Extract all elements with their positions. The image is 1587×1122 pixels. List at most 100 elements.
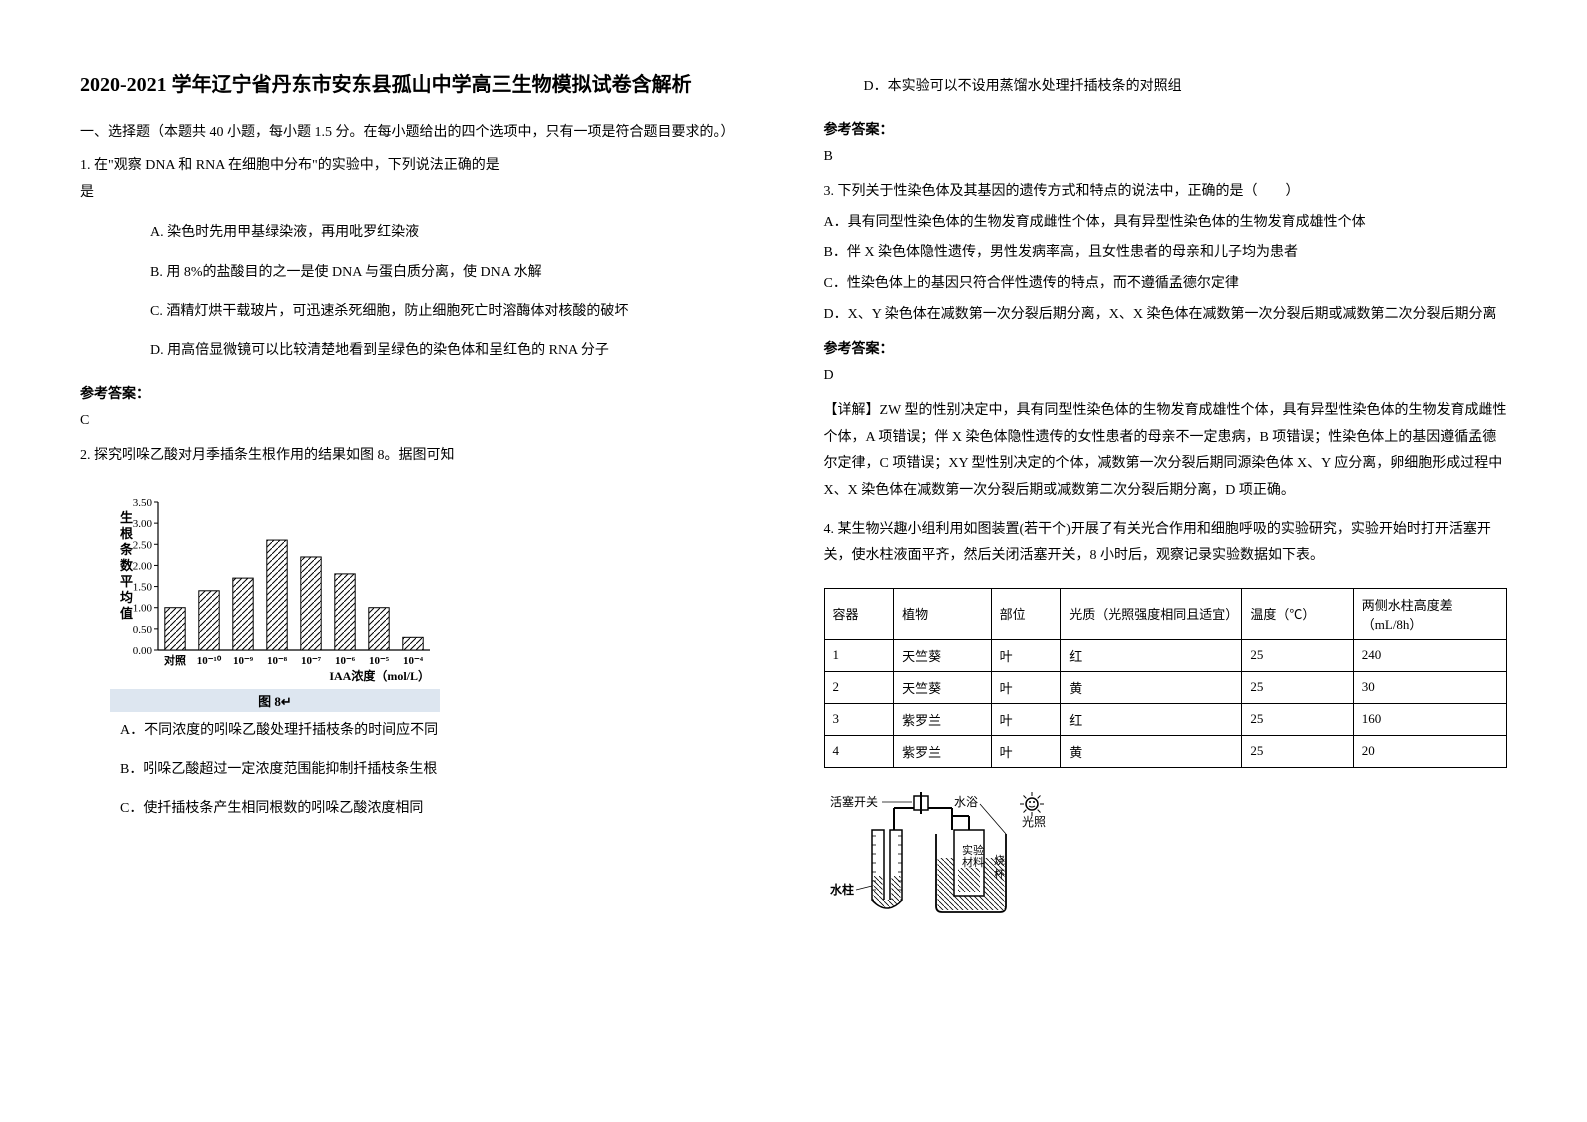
table-header-cell: 部位 — [991, 588, 1061, 639]
svg-text:3.50: 3.50 — [133, 497, 153, 509]
q1-stem-text: 1. 在"观察 DNA 和 RNA 在细胞中分布"的实验中，下列说法正确的是 — [80, 158, 500, 173]
svg-text:烧: 烧 — [994, 854, 1005, 867]
svg-text:2.00: 2.00 — [133, 560, 153, 572]
q2-option-a: A．不同浓度的吲哚乙酸处理扦插枝条的时间应不同 — [120, 718, 764, 743]
q3-explanation: 【详解】ZW 型的性别决定中，具有同型性染色体的生物发育成雄性个体，具有异型性染… — [824, 398, 1508, 504]
table-header-cell: 温度（℃） — [1242, 588, 1353, 639]
q2-chart-caption: 图 8↵ — [110, 689, 440, 712]
q3-option-b: B．伴 X 染色体隐性遗传，男性发病率高，且女性患者的母亲和儿子均为患者 — [824, 240, 1508, 267]
svg-text:条: 条 — [120, 542, 134, 557]
svg-text:0.50: 0.50 — [133, 624, 153, 636]
table-cell: 红 — [1061, 639, 1242, 671]
q4-stem: 4. 某生物兴趣小组利用如图装置(若干个)开展了有关光合作用和细胞呼吸的实验研究… — [824, 517, 1508, 570]
table-row: 1天竺葵叶红25240 — [824, 639, 1507, 671]
q3-option-d: D．X、Y 染色体在减数第一次分裂后期分离，X、X 染色体在减数第一次分裂后期或… — [824, 302, 1508, 329]
q4-diagram: 活塞开关 水浴光照实验材料烧杯水柱 — [824, 786, 1054, 931]
svg-text:材料: 材料 — [962, 855, 984, 869]
svg-text:10⁻⁸: 10⁻⁸ — [267, 655, 288, 667]
q1-option-c: C. 酒精灯烘干载玻片，可迅速杀死细胞，防止细胞死亡时溶酶体对核酸的破坏 — [150, 299, 764, 324]
svg-text:值: 值 — [120, 606, 133, 621]
q2-option-c: C．使扦插枝条产生相同根数的吲哚乙酸浓度相同 — [120, 796, 764, 821]
section-1-heading: 一、选择题（本题共 40 小题，每小题 1.5 分。在每小题给出的四个选项中，只… — [80, 120, 764, 145]
table-cell: 25 — [1242, 703, 1353, 735]
q2-stem: 2. 探究吲哚乙酸对月季插条生根作用的结果如图 8。据图可知 — [80, 443, 764, 470]
left-column: 2020-2021 学年辽宁省丹东市安东县孤山中学高三生物模拟试卷含解析 一、选… — [80, 70, 764, 1052]
table-cell: 叶 — [991, 671, 1061, 703]
svg-text:10⁻⁷: 10⁻⁷ — [301, 655, 322, 667]
svg-text:根: 根 — [120, 526, 134, 541]
table-row: 3紫罗兰叶红25160 — [824, 703, 1507, 735]
table-cell: 25 — [1242, 671, 1353, 703]
table-cell: 4 — [824, 735, 894, 767]
svg-text:10⁻¹⁰: 10⁻¹⁰ — [197, 655, 222, 667]
q3-option-c: C．性染色体上的基因只符合伴性遗传的特点，而不遵循孟德尔定律 — [824, 271, 1508, 298]
svg-text:0.00: 0.00 — [133, 645, 153, 657]
q4-diagram-svg: 活塞开关 水浴光照实验材料烧杯水柱 — [824, 786, 1054, 926]
svg-text:实验: 实验 — [962, 843, 984, 857]
svg-text:3.00: 3.00 — [133, 518, 153, 530]
table-cell: 紫罗兰 — [894, 735, 992, 767]
q4-table: 容器植物部位光质（光照强度相同且适宜）温度（℃）两侧水柱高度差（mL/8h） 1… — [824, 588, 1508, 768]
exam-title: 2020-2021 学年辽宁省丹东市安东县孤山中学高三生物模拟试卷含解析 — [80, 70, 764, 100]
q3-option-a: A．具有同型性染色体的生物发育成雌性个体，具有异型性染色体的生物发育成雄性个体 — [824, 210, 1508, 237]
table-cell: 天竺葵 — [894, 639, 992, 671]
q2-chart: 0.00 0.50 1.00 1.50 2.00 2.50 3.00 3.50 对照 10⁻¹⁰ 1… — [110, 494, 440, 712]
svg-text:水浴: 水浴 — [954, 795, 978, 809]
q1-stem: 1. 在"观察 DNA 和 RNA 在细胞中分布"的实验中，下列说法正确的是 是 — [80, 153, 764, 206]
q2-option-d: D．本实验可以不设用蒸馏水处理扦插枝条的对照组 — [864, 74, 1508, 99]
table-cell: 240 — [1353, 639, 1506, 671]
q2-answer: B — [824, 149, 1508, 165]
table-header-cell: 植物 — [894, 588, 992, 639]
table-row: 4紫罗兰叶黄2520 — [824, 735, 1507, 767]
table-header-row: 容器植物部位光质（光照强度相同且适宜）温度（℃）两侧水柱高度差（mL/8h） — [824, 588, 1507, 639]
table-header-cell: 容器 — [824, 588, 894, 639]
table-cell: 红 — [1061, 703, 1242, 735]
svg-text:IAA浓度（mol/L）: IAA浓度（mol/L） — [329, 668, 430, 683]
svg-text:数: 数 — [120, 558, 134, 573]
q3-stem: 3. 下列关于性染色体及其基因的遗传方式和特点的说法中，正确的是（ ） — [824, 179, 1508, 206]
svg-text:对照: 对照 — [164, 653, 186, 667]
q2-chart-svg: 0.00 0.50 1.00 1.50 2.00 2.50 3.00 3.50 对照 10⁻¹⁰ 1… — [110, 494, 440, 684]
svg-text:光照: 光照 — [1022, 815, 1046, 829]
table-cell: 2 — [824, 671, 894, 703]
q2-answer-label: 参考答案： — [824, 119, 1508, 139]
table-row: 2天竺葵叶黄2530 — [824, 671, 1507, 703]
table-cell: 30 — [1353, 671, 1506, 703]
table-cell: 25 — [1242, 735, 1353, 767]
svg-text:1.50: 1.50 — [133, 581, 153, 593]
svg-text:1.00: 1.00 — [133, 602, 153, 614]
table-cell: 25 — [1242, 639, 1353, 671]
svg-text:10⁻⁶: 10⁻⁶ — [335, 655, 356, 667]
svg-text:2.50: 2.50 — [133, 539, 153, 551]
svg-text:水柱: 水柱 — [830, 882, 854, 897]
q1-option-b: B. 用 8%的盐酸目的之一是使 DNA 与蛋白质分离，使 DNA 水解 — [150, 260, 764, 285]
svg-text:杯: 杯 — [994, 867, 1005, 881]
q1-answer-label: 参考答案： — [80, 383, 764, 403]
svg-text:活塞开关: 活塞开关 — [830, 794, 878, 809]
q3-answer: D — [824, 368, 1508, 384]
q1-option-d: D. 用高倍显微镜可以比较清楚地看到呈绿色的染色体和呈红色的 RNA 分子 — [150, 338, 764, 363]
table-cell: 160 — [1353, 703, 1506, 735]
right-column: D．本实验可以不设用蒸馏水处理扦插枝条的对照组 参考答案： B 3. 下列关于性… — [824, 70, 1508, 1052]
table-cell: 叶 — [991, 703, 1061, 735]
table-body: 1天竺葵叶红252402天竺葵叶黄25303紫罗兰叶红251604紫罗兰叶黄25… — [824, 639, 1507, 767]
q3-answer-label: 参考答案： — [824, 338, 1508, 358]
svg-text:生: 生 — [120, 510, 133, 525]
table-cell: 叶 — [991, 639, 1061, 671]
table-cell: 黄 — [1061, 735, 1242, 767]
table-header-cell: 两侧水柱高度差（mL/8h） — [1353, 588, 1506, 639]
table-header-cell: 光质（光照强度相同且适宜） — [1061, 588, 1242, 639]
table-cell: 叶 — [991, 735, 1061, 767]
table-cell: 天竺葵 — [894, 671, 992, 703]
q2-option-b: B．吲哚乙酸超过一定浓度范围能抑制扦插枝条生根 — [120, 757, 764, 782]
q1-option-a: A. 染色时先用甲基绿染液，再用吡罗红染液 — [150, 220, 764, 245]
svg-text:10⁻⁴: 10⁻⁴ — [403, 655, 424, 667]
table-cell: 紫罗兰 — [894, 703, 992, 735]
table-cell: 20 — [1353, 735, 1506, 767]
svg-text:10⁻⁵: 10⁻⁵ — [369, 655, 390, 667]
table-cell: 3 — [824, 703, 894, 735]
svg-text:均: 均 — [120, 590, 133, 605]
q1-answer: C — [80, 413, 764, 429]
page-columns: 2020-2021 学年辽宁省丹东市安东县孤山中学高三生物模拟试卷含解析 一、选… — [80, 70, 1507, 1052]
table-cell: 黄 — [1061, 671, 1242, 703]
